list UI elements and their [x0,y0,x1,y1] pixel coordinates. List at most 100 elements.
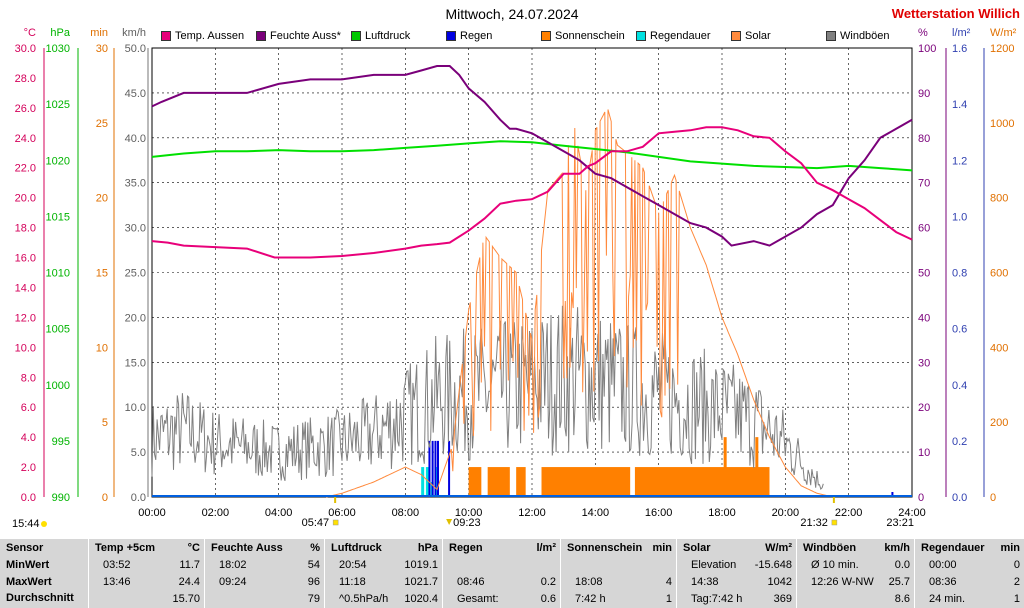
rain-duration-bar [435,467,439,497]
marker-sunrise: 05:47 [302,517,330,529]
tick-label-humidity: 80 [918,133,930,145]
tick-label-pressure: 1010 [46,268,70,280]
stats-cell-value: 0.2 [540,576,556,588]
stats-column: Feuchte Auss% 18:02 54 09:24 96 79 [204,539,324,608]
tick-label-pressure: 1020 [46,155,70,167]
tick-label-time: 14:00 [582,507,610,519]
sunshine-bar [634,467,770,497]
stats-row-label: Sensor [6,542,44,554]
tick-label-pressure: 1000 [46,380,70,392]
legend-item-pressure: Luftdruck [351,30,410,42]
tick-label-rain: 0.0 [952,492,967,504]
rain-bar [434,440,437,497]
stats-cell-value: 96 [307,576,320,588]
tick-label-temp: 10.0 [15,342,36,354]
legend-swatch-sunshine [541,31,551,41]
tick-label-wind: 5.0 [131,447,146,459]
tick-label-time: 20:00 [772,507,800,519]
tick-label-solar: 0 [990,492,996,504]
tick-label-humidity: 70 [918,178,930,190]
stats-cell-value: 2 [1013,576,1020,588]
rain-bar [891,492,894,497]
sunshine-bar [516,467,526,497]
stats-row-label: MinWert [6,559,50,571]
stats-cell-value: 1020.4 [404,593,438,605]
tick-label-rain: 0.4 [952,380,967,392]
tick-label-pressure: 1030 [46,43,70,55]
marker-sunset: 21:32 [800,517,828,529]
stats-cell-time: 12:26 W-NW [811,576,874,588]
tick-label-wind: 35.0 [125,178,146,190]
tick-label-minutes: 10 [96,342,108,354]
tick-label-temp: 18.0 [15,223,36,235]
marker-rain-start-icon [446,519,453,525]
tick-label-rain: 0.8 [952,268,967,280]
stats-column: Windböen km/h Ø 10 min. 0.0 12:26 W-NW 25.7 8.… [796,539,914,608]
tick-label-solar: 400 [990,342,1008,354]
tick-label-pressure: 995 [52,436,70,448]
stats-cell-value: 15.70 [172,593,200,605]
sunshine-bar [468,467,482,497]
tick-label-time: 16:00 [645,507,673,519]
tick-label-time: 04:00 [265,507,293,519]
tick-label-minutes: 5 [102,417,108,429]
stats-cell-value: 1 [665,593,672,605]
tick-label-temp: 22.0 [15,163,36,175]
stats-column-title: Sonnenschein [567,542,643,554]
stats-column: Sonnenschein min 18:08 4 7:42 h 1 [560,539,676,608]
tick-label-minutes: 25 [96,118,108,130]
stats-cell-value: 1019.1 [404,559,438,571]
tick-label-temp: 28.0 [15,73,36,85]
tick-label-humidity: 90 [918,88,930,100]
tick-label-temp: 12.0 [15,312,36,324]
stats-cell-value: 8.6 [894,593,910,605]
legend-swatch-gusts [826,31,836,41]
stats-cell-time: Elevation [691,559,737,571]
stats-cell-time: 03:52 [103,559,131,571]
marker-rain-start: 09:23 [453,517,481,529]
tick-label-temp: 0.0 [21,492,36,504]
rain-duration-bar [421,467,425,497]
tick-label-time: 10:00 [455,507,483,519]
tick-label-minutes: 0 [102,492,108,504]
axis-unit-pressure: hPa [50,27,70,39]
legend-label: Regen [460,30,493,42]
tick-label-temp: 16.0 [15,253,36,265]
axis-unit-rain: l/m² [952,27,971,39]
stats-column-unit: W/m² [765,542,792,554]
legend-label: Solar [745,30,771,42]
stats-cell-time: 00:00 [929,559,957,571]
tick-label-pressure: 1005 [46,324,70,336]
stats-cell-time: Tag:7:42 h [691,593,743,605]
tick-label-wind: 10.0 [125,402,146,414]
stats-column-title: Temp +5cm [95,542,156,554]
stats-cell-value: 1021.7 [404,576,438,588]
legend-swatch-solar [731,31,741,41]
legend-label: Windböen [840,30,890,42]
tick-label-temp: 24.0 [15,133,36,145]
stats-cell-value: 54 [307,559,320,571]
legend-item-sunshine: Sonnenschein [541,30,625,42]
legend-item-temp: Temp. Aussen [161,30,244,42]
tick-label-wind: 0.0 [131,492,146,504]
stats-cell-value: 79 [307,593,320,605]
temperature-line [151,126,913,259]
tick-label-wind: 20.0 [125,312,146,324]
tick-label-temp: 26.0 [15,103,36,115]
legend-swatch-humidity [256,31,266,41]
tick-label-rain: 1.4 [952,99,967,111]
stats-column: Luftdruck hPa 20:54 1019.1 11:18 1021.7 ^0.5hP… [324,539,442,608]
tick-label-solar: 1000 [990,118,1014,130]
tick-label-time: 06:00 [328,507,356,519]
tick-label-time: 18:00 [708,507,736,519]
tick-label-rain: 0.6 [952,324,967,336]
tick-label-temp: 2.0 [21,462,36,474]
tick-label-humidity: 10 [918,447,930,459]
legend-item-rain: Regen [446,30,492,42]
tick-label-temp: 8.0 [21,372,36,384]
stats-cell-value: -15.648 [754,559,792,571]
stats-cell-time: 08:36 [929,576,957,588]
tick-label-humidity: 60 [918,223,930,235]
tick-label-rain: 1.0 [952,211,967,223]
pressure-line [151,140,913,172]
